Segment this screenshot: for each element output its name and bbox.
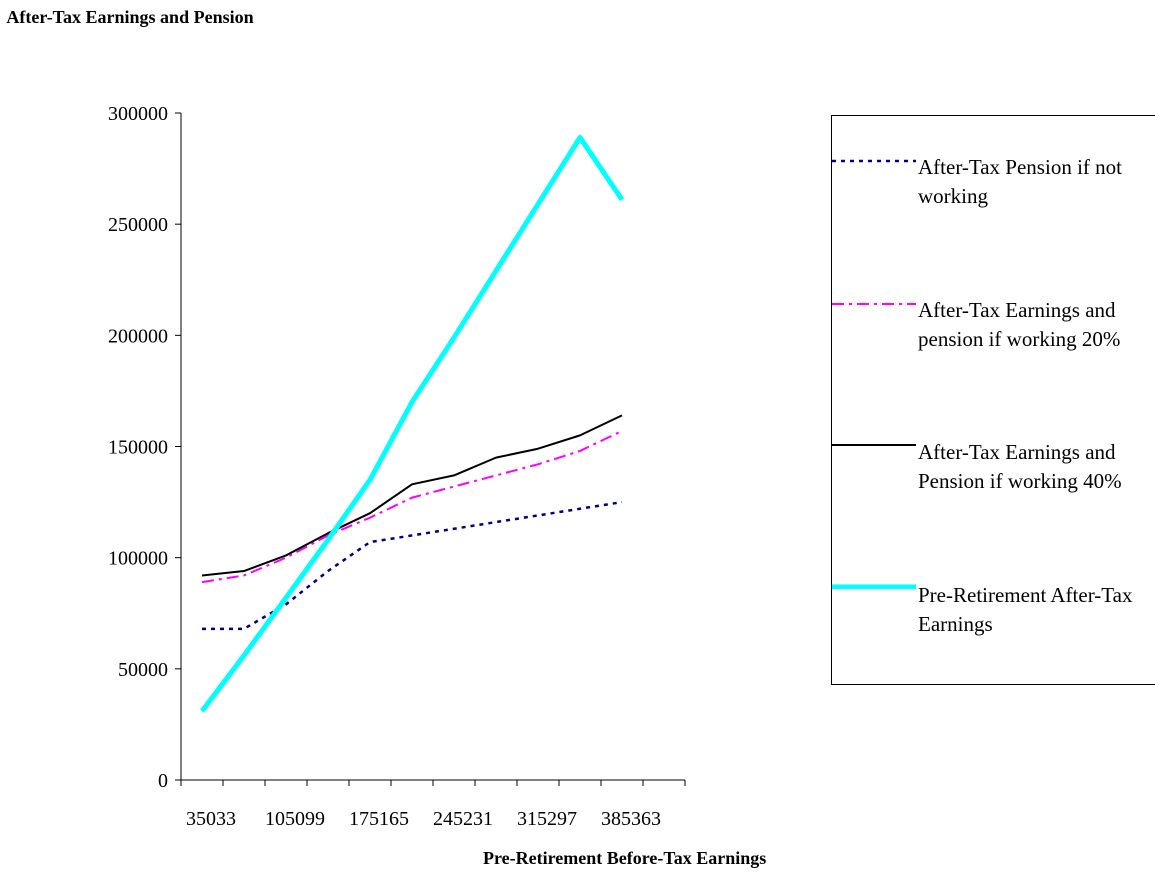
series-line-3 [201,414,623,577]
x-tick-label: 315297 [517,808,577,830]
y-axis-title: After-Tax Earnings and Pension [6,7,254,27]
y-tick-label: 300000 [108,103,168,125]
x-axis-title: Pre-Retirement Before-Tax Earnings [483,848,767,868]
x-axis: 35033 105099 175165 245231 315297 385363 [180,779,686,830]
y-tick-label: 100000 [108,548,168,570]
legend-swatch-dotted [832,159,916,163]
y-tick-label: 150000 [108,437,168,459]
legend: After-Tax Pension if not working After-T… [831,115,1155,685]
legend-swatch-solid [832,444,916,446]
legend-label: Pre-Retirement After-Tax Earnings [918,583,1133,636]
legend-swatch-thick [832,584,916,589]
y-tick-label: 50000 [118,659,168,681]
legend-label: After-Tax Pension if not working [918,155,1122,208]
legend-label: After-Tax Earnings and pension if workin… [918,298,1121,351]
legend-swatch-dashdot [832,303,916,305]
y-axis: 0 50000 100000 150000 200000 250000 300000 [108,103,182,792]
x-tick-label: 245231 [433,808,493,830]
x-tick-label: 105099 [265,808,325,830]
x-tick-label: 175165 [349,808,409,830]
series-layer [200,134,625,713]
x-tick-label: 385363 [601,808,661,830]
series-line-2 [201,430,623,584]
series-line-4 [200,134,625,713]
x-tick-label: 35033 [186,808,236,830]
y-tick-label: 250000 [108,214,168,236]
legend-label: After-Tax Earnings and Pension if workin… [918,440,1122,493]
y-tick-label: 0 [158,770,168,792]
y-tick-label: 200000 [108,325,168,347]
series-line-1 [202,500,623,631]
